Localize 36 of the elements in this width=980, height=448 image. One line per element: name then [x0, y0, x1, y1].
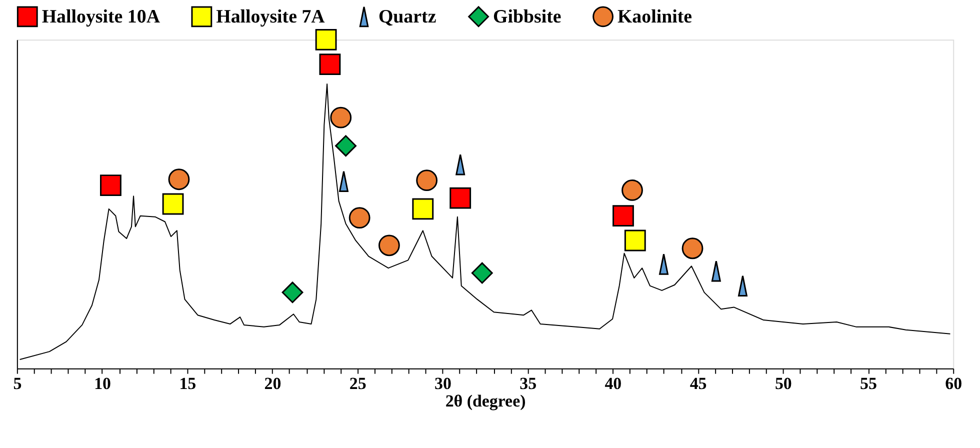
x-tick-label: 60 — [945, 374, 962, 393]
point — [100, 174, 122, 196]
x-tick-label: 55 — [860, 374, 877, 393]
point — [624, 230, 646, 252]
point — [282, 282, 304, 304]
point — [682, 238, 704, 260]
legend-label: Kaolinite — [617, 6, 692, 28]
point — [412, 198, 434, 220]
x-tick-label: 20 — [264, 374, 282, 393]
point — [330, 106, 352, 128]
x-tick-label: 50 — [774, 374, 792, 393]
point — [612, 205, 634, 227]
point — [168, 168, 190, 190]
x-tick-label: 10 — [94, 374, 111, 393]
point — [622, 180, 643, 201]
x-tick-label: 45 — [690, 374, 707, 393]
point — [471, 262, 493, 284]
x-tick-label: 25 — [349, 374, 366, 393]
point — [335, 135, 356, 157]
x-tick-label: 35 — [520, 374, 537, 393]
point — [162, 193, 184, 215]
legend-label: Gibbsite — [492, 6, 562, 28]
legend-label: Halloysite 10A — [42, 6, 160, 28]
x-tick-label: 15 — [179, 374, 196, 393]
legend-label: Halloysite 7A — [216, 6, 326, 28]
x-tick-label: 40 — [604, 374, 622, 393]
point — [348, 207, 370, 228]
point — [378, 234, 400, 256]
x-tick-label: 30 — [434, 374, 452, 393]
x-axis-title: 2θ (degree) — [445, 392, 526, 411]
legend-label: Quartz — [378, 6, 436, 28]
point — [416, 170, 438, 192]
point — [319, 54, 341, 76]
point — [450, 187, 472, 209]
point — [315, 28, 337, 50]
x-tick-label: 5 — [13, 374, 22, 393]
